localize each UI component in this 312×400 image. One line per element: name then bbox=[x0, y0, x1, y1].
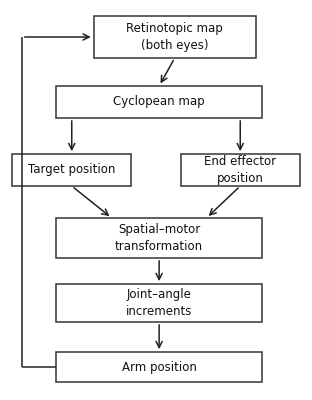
Text: Target position: Target position bbox=[28, 164, 115, 176]
Bar bbox=[56, 284, 262, 322]
Bar bbox=[56, 86, 262, 118]
Bar bbox=[94, 16, 256, 58]
Text: Spatial–motor
transformation: Spatial–motor transformation bbox=[115, 223, 203, 253]
Bar bbox=[181, 154, 300, 186]
Bar bbox=[56, 218, 262, 258]
Text: Cyclopean map: Cyclopean map bbox=[113, 96, 205, 108]
Text: Joint–angle
increments: Joint–angle increments bbox=[126, 288, 192, 318]
Bar bbox=[56, 352, 262, 382]
Text: Retinotopic map
(both eyes): Retinotopic map (both eyes) bbox=[126, 22, 223, 52]
Text: End effector
position: End effector position bbox=[204, 155, 276, 185]
Text: Arm position: Arm position bbox=[122, 360, 197, 374]
Bar bbox=[12, 154, 131, 186]
